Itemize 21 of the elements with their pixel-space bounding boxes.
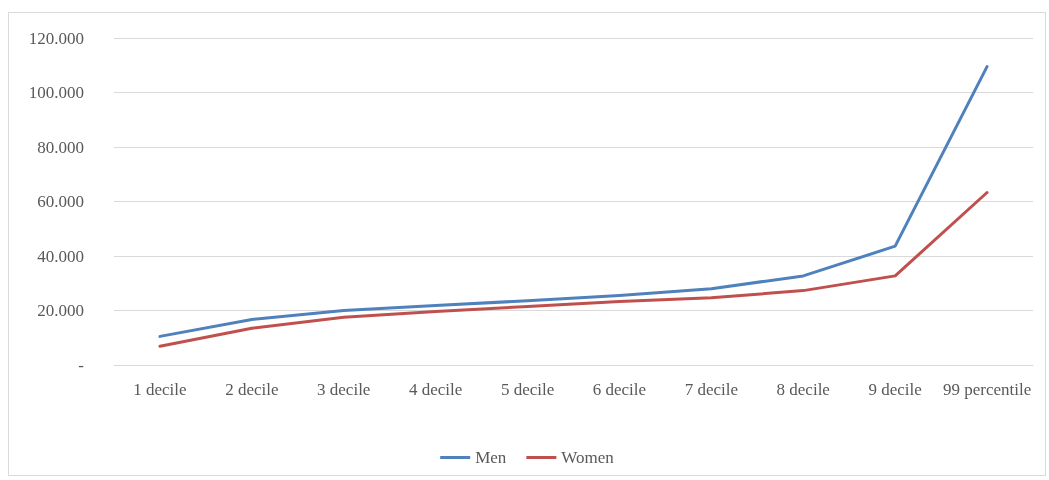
x-tick-label: 99 percentile — [942, 379, 1032, 399]
x-tick-label: 5 decile — [500, 379, 555, 399]
y-tick-label: 40.000 — [37, 246, 84, 266]
x-tick-label: 7 decile — [684, 379, 739, 399]
y-tick-label: 60.000 — [37, 192, 84, 211]
x-tick-label: 1 decile — [133, 379, 187, 399]
y-tick-label: 100.000 — [28, 83, 84, 102]
x-tick-label: 6 decile — [592, 379, 647, 399]
x-tick-label: 2 decile — [225, 379, 279, 399]
y-tick-label: 80.000 — [37, 137, 84, 157]
x-tick-label: 4 decile — [408, 379, 463, 399]
x-tick-label: 3 decile — [317, 379, 371, 399]
y-tick-label: - — [78, 355, 85, 375]
line-series — [158, 65, 989, 338]
y-tick-label: 120.000 — [28, 28, 84, 48]
x-tick-label: 9 decile — [868, 379, 922, 399]
line-series — [158, 191, 989, 348]
y-tick-label: 20.000 — [37, 301, 84, 320]
legend-label: Women — [561, 448, 615, 467]
legend-label: Men — [475, 448, 507, 467]
x-tick-label: 8 decile — [776, 379, 830, 399]
